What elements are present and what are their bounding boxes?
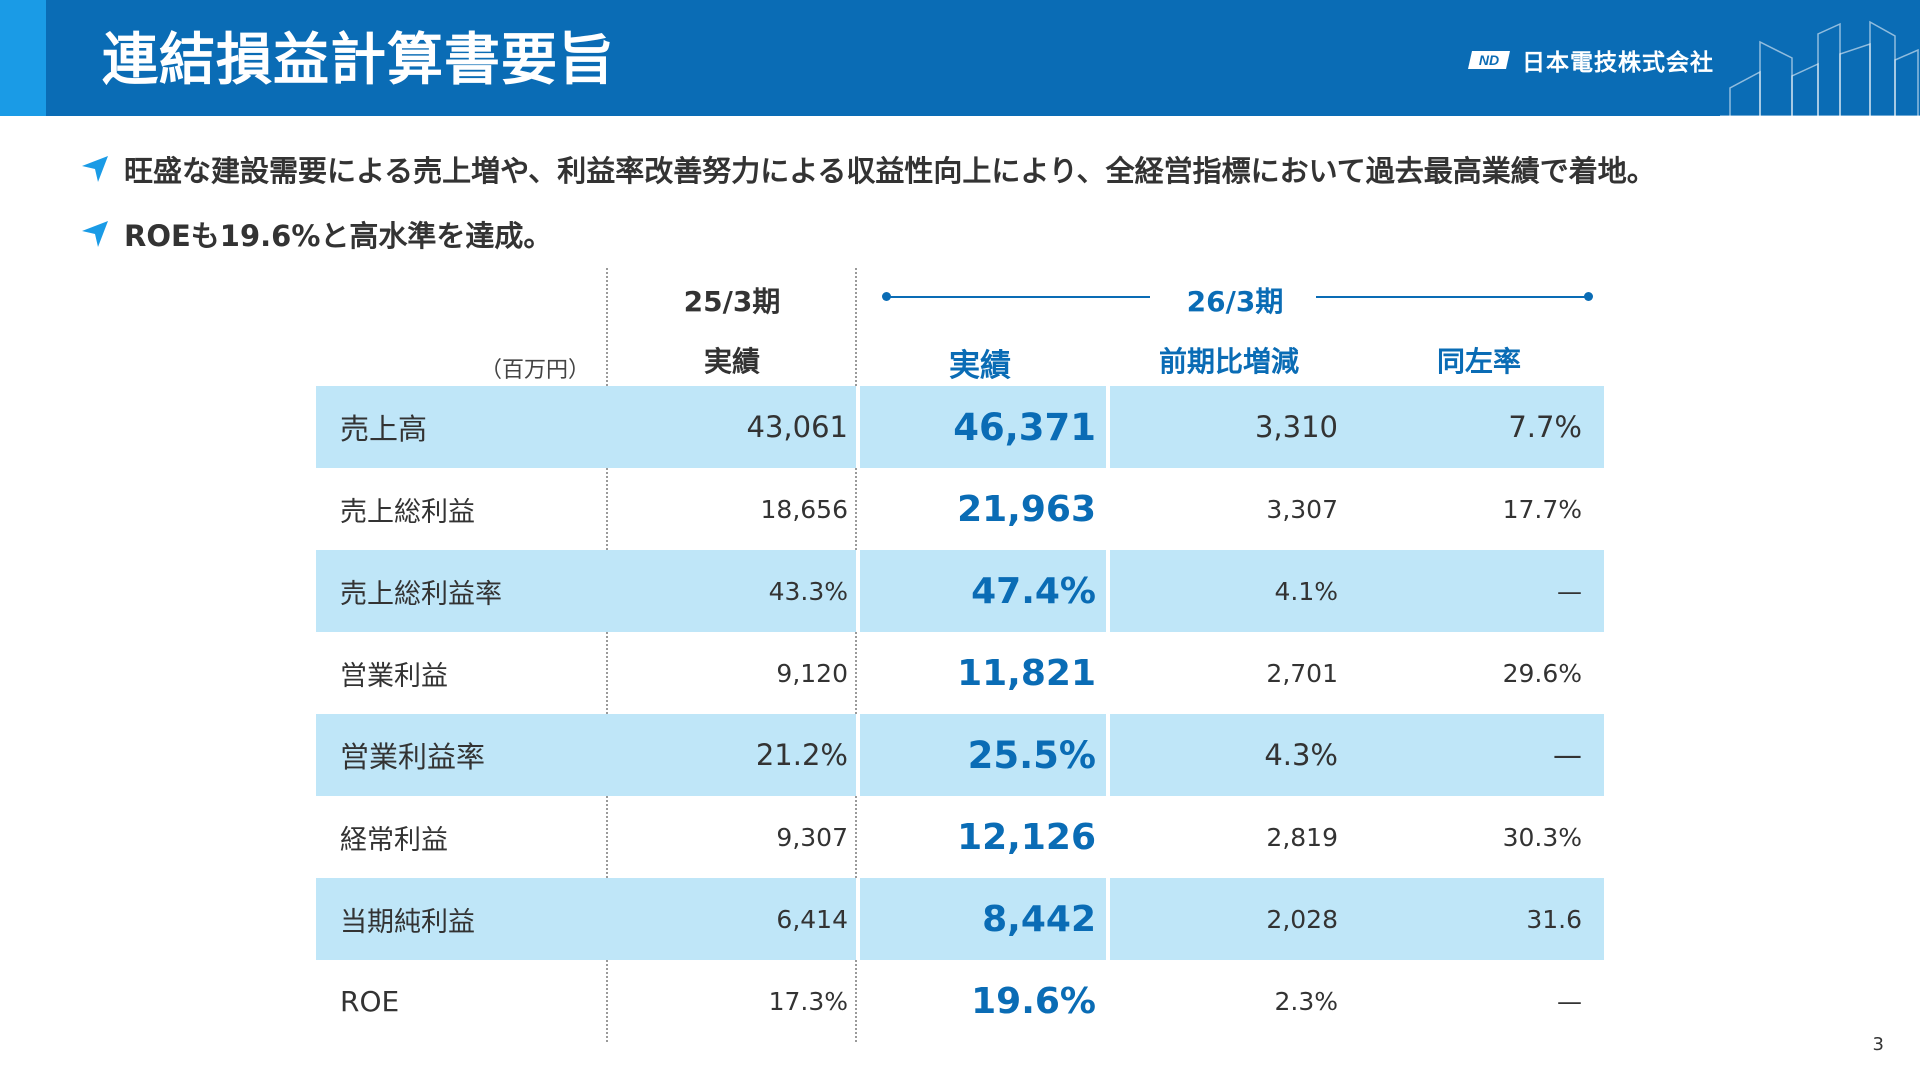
diff-value: 3,307 <box>1266 494 1338 524</box>
skyline-decoration-icon <box>1720 20 1920 116</box>
table-row: 当期純利益 6,414 8,442 2,028 31.6 <box>316 878 1604 960</box>
bullet-text-2: ROEも19.6%と高水準を達成。 <box>124 219 553 253</box>
period-line-left <box>886 296 1150 298</box>
table-row: 営業利益率 21.2% 25.5% 4.3% — <box>316 714 1604 796</box>
row-label: 営業利益 <box>340 660 448 692</box>
current-actual-value: 11,821 <box>957 652 1096 694</box>
current-actual-value: 12,126 <box>957 816 1096 858</box>
bullet-point-1: 旺盛な建設需要による売上増や、利益率改善努力による収益性向上により、全経営指標に… <box>80 148 1656 190</box>
svg-text:ND: ND <box>1479 52 1499 68</box>
row-label: 売上総利益 <box>340 496 475 528</box>
period-line-right <box>1316 296 1588 298</box>
current-actual-value: 21,963 <box>957 488 1096 530</box>
arrow-bullet-icon <box>82 156 108 182</box>
period-line-dot-right <box>1584 292 1593 301</box>
table-row: 売上高 43,061 46,371 3,310 7.7% <box>316 386 1604 468</box>
income-statement-table: 売上高 43,061 46,371 3,310 7.7% 売上総利益 18,65… <box>316 386 1604 1042</box>
rate-value: — <box>1557 986 1582 1016</box>
prev-actual-value: 9,120 <box>776 658 848 688</box>
period-prev-label: 25/3期 <box>683 285 781 318</box>
diff-value: 3,310 <box>1254 410 1338 444</box>
header-accent-bar <box>0 0 46 116</box>
page-title: 連結損益計算書要旨 <box>102 28 615 93</box>
table-row: 売上総利益率 43.3% 47.4% 4.1% — <box>316 550 1604 632</box>
rate-value: — <box>1557 576 1582 606</box>
current-actual-value: 25.5% <box>967 733 1096 777</box>
table-row: 営業利益 9,120 11,821 2,701 29.6% <box>316 632 1604 714</box>
diff-value: 4.3% <box>1264 738 1338 772</box>
diff-value: 2.3% <box>1274 986 1338 1016</box>
diff-value: 2,701 <box>1266 658 1338 688</box>
current-actual-value: 47.4% <box>971 570 1096 612</box>
prev-actual-value: 21.2% <box>755 738 848 772</box>
arrow-bullet-icon <box>82 221 108 247</box>
rate-value: 7.7% <box>1508 410 1582 444</box>
current-actual-value: 46,371 <box>953 405 1096 449</box>
slide-header: 連結損益計算書要旨 ND 日本電技株式会社 <box>0 0 1920 116</box>
rate-value: — <box>1553 738 1582 772</box>
table-row: 経常利益 9,307 12,126 2,819 30.3% <box>316 796 1604 878</box>
row-label: 営業利益率 <box>340 740 486 774</box>
rate-value: 17.7% <box>1502 494 1582 524</box>
diff-value: 2,028 <box>1266 904 1338 934</box>
period-current-label: 26/3期 <box>1186 285 1284 318</box>
column-header-rate: 同左率 <box>1436 345 1521 378</box>
prev-actual-value: 6,414 <box>776 904 848 934</box>
row-label: 当期純利益 <box>340 906 475 938</box>
company-logo-icon: ND <box>1468 51 1510 69</box>
company-name: 日本電技株式会社 <box>1522 50 1714 76</box>
prev-actual-value: 18,656 <box>760 494 848 524</box>
column-header-diff: 前期比増減 <box>1158 345 1299 378</box>
current-actual-value: 8,442 <box>982 898 1096 940</box>
current-actual-value: 19.6% <box>971 980 1096 1022</box>
prev-actual-value: 43.3% <box>768 576 848 606</box>
table-row: 売上総利益 18,656 21,963 3,307 17.7% <box>316 468 1604 550</box>
company-brand: ND 日本電技株式会社 <box>1468 44 1714 76</box>
row-label: 経常利益 <box>340 824 448 856</box>
column-divider-current <box>855 268 857 1042</box>
unit-label: （百万円） <box>479 358 590 383</box>
rate-value: 30.3% <box>1502 822 1582 852</box>
column-header-prev-actual: 実績 <box>703 345 760 378</box>
prev-actual-value: 9,307 <box>776 822 848 852</box>
rate-value: 29.6% <box>1502 658 1582 688</box>
row-label: 売上高 <box>340 412 428 446</box>
bullet-point-2: ROEも19.6%と高水準を達成。 <box>80 213 552 255</box>
diff-value: 2,819 <box>1266 822 1338 852</box>
prev-actual-value: 43,061 <box>746 410 848 444</box>
diff-value: 4.1% <box>1274 576 1338 606</box>
row-label: 売上総利益率 <box>340 578 502 610</box>
bullet-text-1: 旺盛な建設需要による売上増や、利益率改善努力による収益性向上により、全経営指標に… <box>124 154 1656 188</box>
column-header-current-actual: 実績 <box>949 348 1011 384</box>
prev-actual-value: 17.3% <box>768 986 848 1016</box>
rate-value: 31.6 <box>1526 904 1582 934</box>
page-number: 3 <box>1872 1034 1884 1055</box>
column-divider-prev <box>606 268 608 1042</box>
table-row: ROE 17.3% 19.6% 2.3% — <box>316 960 1604 1042</box>
row-label: ROE <box>340 984 400 1018</box>
